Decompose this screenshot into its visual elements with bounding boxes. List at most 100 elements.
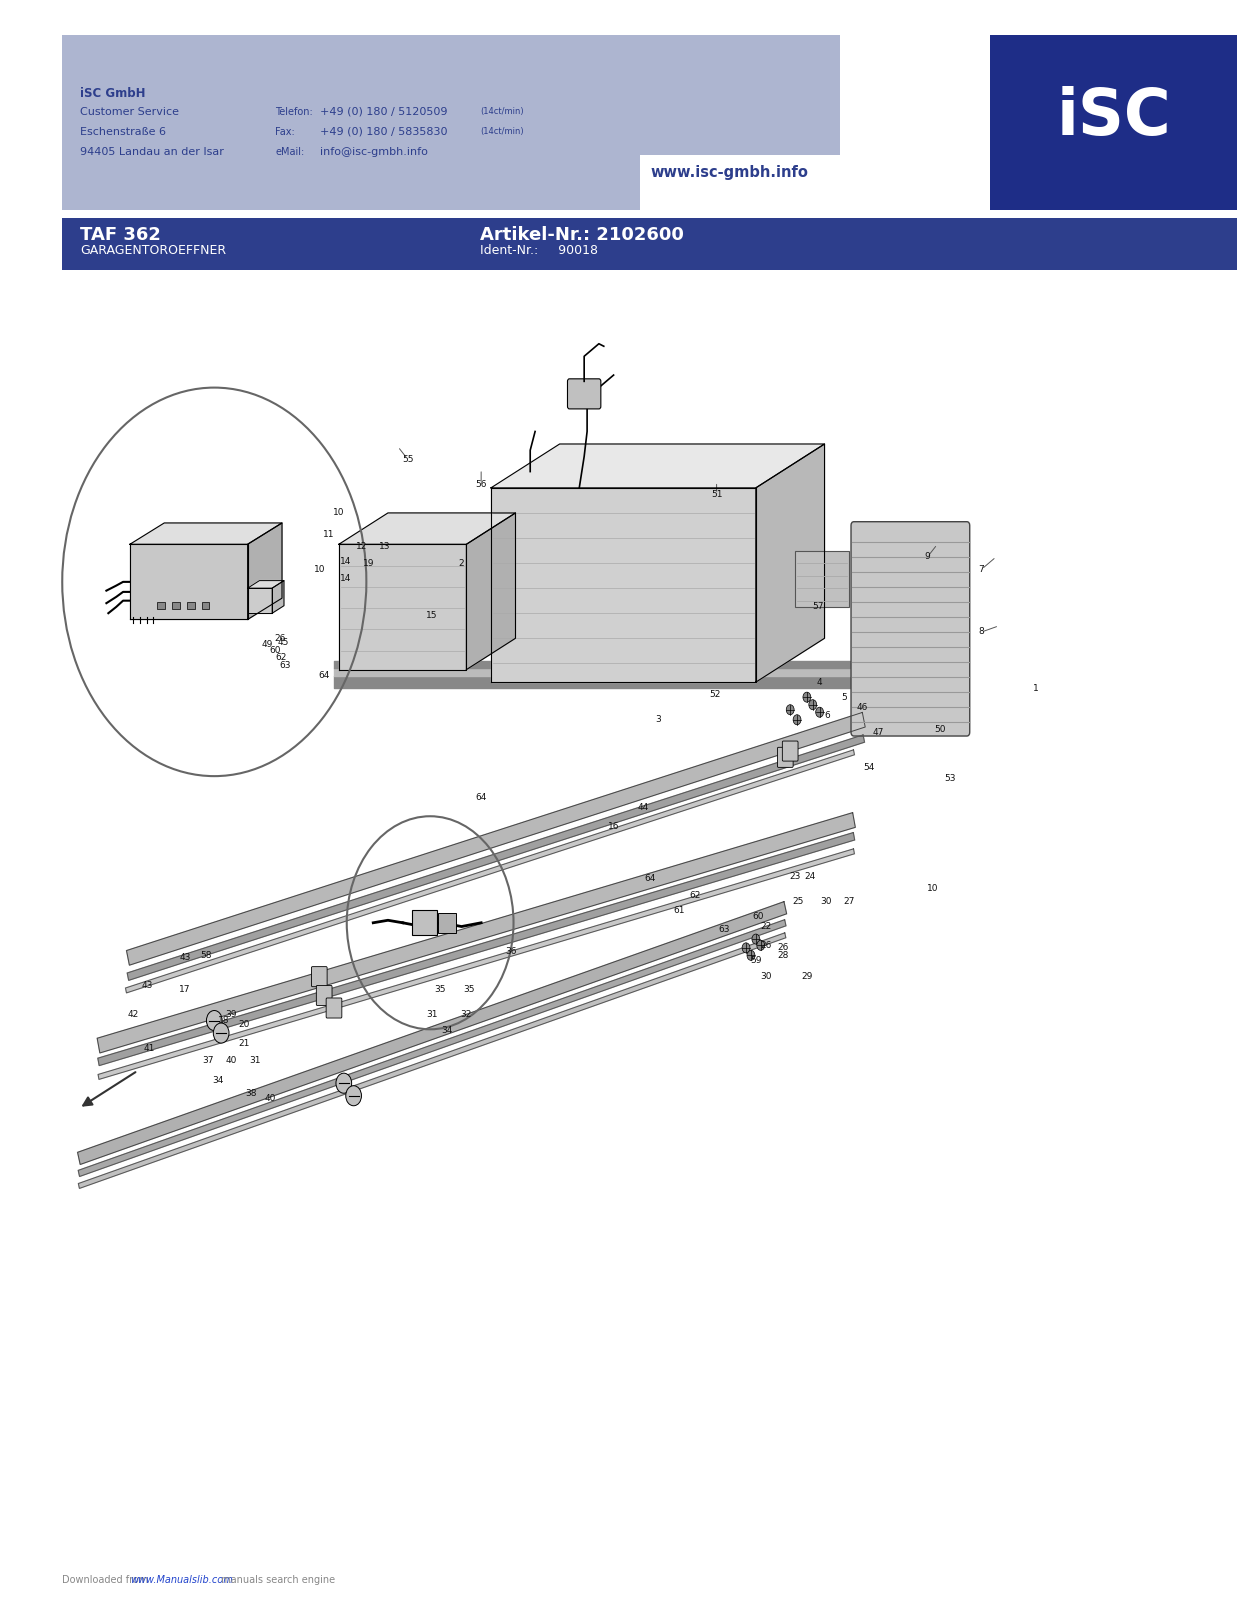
Bar xyxy=(62,35,840,210)
Text: 1: 1 xyxy=(1033,683,1038,693)
Polygon shape xyxy=(78,920,785,1176)
Text: 38: 38 xyxy=(245,1088,256,1098)
Text: 8: 8 xyxy=(978,627,985,637)
Polygon shape xyxy=(247,523,282,619)
Text: 54: 54 xyxy=(863,763,875,771)
Text: 35: 35 xyxy=(434,984,445,994)
Text: 36: 36 xyxy=(505,947,516,957)
Text: 42: 42 xyxy=(127,1010,139,1019)
Text: 26: 26 xyxy=(760,941,772,950)
Text: 17: 17 xyxy=(179,984,190,994)
Text: 37: 37 xyxy=(203,1056,214,1066)
Text: 31: 31 xyxy=(427,1010,438,1019)
Polygon shape xyxy=(98,813,855,1053)
Text: 53: 53 xyxy=(944,774,956,782)
Text: iSC GmbH: iSC GmbH xyxy=(80,86,146,99)
Text: 18: 18 xyxy=(219,1016,230,1026)
Text: 30: 30 xyxy=(760,973,772,981)
Text: 11: 11 xyxy=(323,530,335,539)
Text: 5: 5 xyxy=(841,693,847,702)
Text: Fax:: Fax: xyxy=(275,126,294,138)
Polygon shape xyxy=(247,589,272,613)
Text: manuals search engine: manuals search engine xyxy=(218,1574,335,1586)
Text: TAF 362: TAF 362 xyxy=(80,226,161,243)
Circle shape xyxy=(757,941,764,950)
Text: +49 (0) 180 / 5835830: +49 (0) 180 / 5835830 xyxy=(320,126,448,138)
Text: 50: 50 xyxy=(934,725,946,734)
Text: 25: 25 xyxy=(793,898,804,906)
FancyBboxPatch shape xyxy=(851,522,970,736)
Text: 46: 46 xyxy=(856,702,867,712)
Bar xyxy=(412,910,437,936)
Circle shape xyxy=(747,950,755,960)
Circle shape xyxy=(793,715,802,725)
Polygon shape xyxy=(339,514,516,544)
Text: 35: 35 xyxy=(464,984,475,994)
Text: 13: 13 xyxy=(380,542,391,552)
Text: +49 (0) 180 / 5120509: +49 (0) 180 / 5120509 xyxy=(320,107,448,117)
Text: 49: 49 xyxy=(261,640,273,650)
Bar xyxy=(990,35,1237,210)
Circle shape xyxy=(809,699,816,710)
Text: 52: 52 xyxy=(709,690,720,699)
Circle shape xyxy=(787,704,794,715)
Polygon shape xyxy=(127,734,865,981)
Polygon shape xyxy=(98,850,855,1080)
Text: 28: 28 xyxy=(778,950,789,960)
FancyBboxPatch shape xyxy=(327,998,341,1018)
Text: 21: 21 xyxy=(238,1038,250,1048)
Bar xyxy=(172,602,179,610)
Text: 56: 56 xyxy=(475,480,487,488)
Polygon shape xyxy=(78,902,787,1165)
Text: 63: 63 xyxy=(280,661,291,670)
Circle shape xyxy=(213,1022,229,1043)
Text: 24: 24 xyxy=(804,872,815,882)
Text: 60: 60 xyxy=(270,646,281,656)
Text: 64: 64 xyxy=(318,672,330,680)
Bar xyxy=(202,602,209,610)
Bar xyxy=(640,155,860,210)
Polygon shape xyxy=(247,581,285,589)
Text: 45: 45 xyxy=(277,637,288,646)
Text: eMail:: eMail: xyxy=(275,147,304,157)
Text: Telefon:: Telefon: xyxy=(275,107,313,117)
Polygon shape xyxy=(125,750,855,994)
FancyBboxPatch shape xyxy=(317,986,332,1005)
Text: 59: 59 xyxy=(750,955,762,965)
Text: 10: 10 xyxy=(927,885,938,893)
Text: 29: 29 xyxy=(802,973,813,981)
Circle shape xyxy=(336,1074,351,1093)
Circle shape xyxy=(742,942,750,954)
Polygon shape xyxy=(126,712,865,965)
Text: (14ct/min): (14ct/min) xyxy=(480,126,523,136)
Text: Artikel-Nr.: 2102600: Artikel-Nr.: 2102600 xyxy=(480,226,684,243)
Text: 22: 22 xyxy=(760,922,772,931)
Text: www.isc-gmbh.info: www.isc-gmbh.info xyxy=(649,165,808,179)
Bar xyxy=(438,912,455,933)
Text: 57: 57 xyxy=(811,603,824,611)
Text: 2: 2 xyxy=(459,558,464,568)
Polygon shape xyxy=(78,933,785,1189)
Text: 31: 31 xyxy=(250,1056,261,1066)
Text: 30: 30 xyxy=(820,898,833,906)
Text: 40: 40 xyxy=(265,1094,276,1102)
Bar xyxy=(187,602,194,610)
Text: 27: 27 xyxy=(844,898,855,906)
Text: 9: 9 xyxy=(925,552,930,562)
FancyBboxPatch shape xyxy=(568,379,601,410)
Polygon shape xyxy=(756,443,825,682)
Polygon shape xyxy=(491,488,756,682)
Text: 19: 19 xyxy=(362,558,374,568)
Text: 26: 26 xyxy=(275,634,286,643)
Text: 14: 14 xyxy=(340,574,351,582)
Text: 41: 41 xyxy=(143,1043,155,1053)
Text: 51: 51 xyxy=(711,490,722,499)
Text: 16: 16 xyxy=(607,822,620,830)
Text: 94405 Landau an der Isar: 94405 Landau an der Isar xyxy=(80,147,224,157)
Polygon shape xyxy=(130,523,282,544)
Circle shape xyxy=(815,707,824,717)
Text: 3: 3 xyxy=(654,715,661,725)
Text: 23: 23 xyxy=(789,872,800,882)
Circle shape xyxy=(346,1086,361,1106)
Text: 39: 39 xyxy=(225,1010,236,1019)
